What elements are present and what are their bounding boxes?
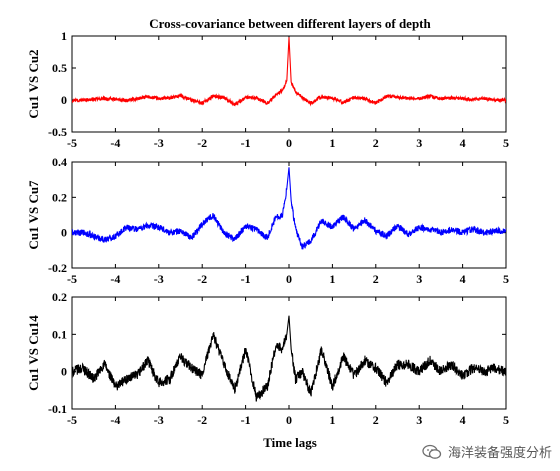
x-tick-label: -3	[154, 272, 164, 286]
x-axis-label: Time lags	[263, 435, 317, 450]
y-tick-label: -0.1	[48, 402, 67, 416]
x-tick-label: 4	[460, 272, 466, 286]
x-tick-label: -1	[241, 413, 251, 427]
series-line	[72, 37, 506, 107]
subplot-cu1-vs-cu7: -5 -4 -3 -2 -1 0 1 2 3 4 5 -0.2 0 0.2 0.4 Cu1 VS Cu7	[26, 155, 509, 286]
y-axis-label: Cu1 VS Cu7	[26, 180, 41, 250]
series-line	[72, 315, 506, 402]
x-tick-label: -2	[197, 136, 207, 150]
x-tick-label: 2	[373, 136, 379, 150]
x-tick-label: -4	[110, 272, 120, 286]
plot-area-frame	[71, 296, 507, 410]
x-tick-label: -4	[110, 136, 120, 150]
x-tick-label: -5	[67, 272, 77, 286]
x-tick-label: -2	[197, 413, 207, 427]
y-tick-label: 0.2	[52, 190, 67, 204]
wechat-icon	[422, 444, 442, 459]
x-tick-label: 4	[460, 136, 466, 150]
y-tick-label: 1	[61, 29, 67, 43]
x-tick-label: 2	[373, 272, 379, 286]
y-tick-label: 0.2	[52, 290, 67, 304]
x-tick-label: -3	[154, 136, 164, 150]
x-tick-label: 3	[416, 136, 422, 150]
y-axis-label: Cu1 VS Cu14	[26, 315, 41, 391]
watermark: 海洋装备强度分析	[422, 442, 552, 461]
x-tick-label: 5	[503, 413, 509, 427]
chart-title: Cross-covariance between different layer…	[149, 16, 431, 31]
x-tick-label: 5	[503, 136, 509, 150]
x-tick-label: -1	[241, 136, 251, 150]
x-tick-label: -2	[197, 272, 207, 286]
y-axis-label: Cu1 VS Cu2	[26, 49, 41, 118]
x-tick-label: 0	[286, 272, 292, 286]
x-tick-label: 3	[416, 413, 422, 427]
x-tick-label: 0	[286, 413, 292, 427]
x-tick-label: -1	[241, 272, 251, 286]
x-tick-label: 0	[286, 136, 292, 150]
subplot-cu1-vs-cu2: -5 -4 -3 -2 -1 0 1 2 3 4 5 -0.5 0 0.5 1 Cu1 VS Cu2	[26, 29, 509, 150]
x-tick-label: 1	[329, 272, 335, 286]
x-tick-label: 2	[373, 413, 379, 427]
x-tick-label: -4	[110, 413, 120, 427]
y-tick-label: 0.1	[52, 327, 67, 341]
plot-area-frame	[71, 161, 507, 269]
plot-area-frame	[71, 35, 507, 133]
x-tick-label: -3	[154, 413, 164, 427]
y-tick-label: -0.2	[48, 261, 67, 275]
x-tick-label: 1	[329, 413, 335, 427]
y-tick-label: 0	[61, 93, 67, 107]
y-tick-label: -0.5	[48, 125, 67, 139]
y-tick-label: 0	[61, 365, 67, 379]
y-tick-label: 0.5	[52, 61, 67, 75]
y-tick-label: 0	[61, 226, 67, 240]
x-tick-label: 5	[503, 272, 509, 286]
x-tick-label: 4	[460, 413, 466, 427]
watermark-text: 海洋装备强度分析	[447, 446, 552, 461]
x-tick-label: -5	[67, 136, 77, 150]
y-tick-label: 0.4	[52, 155, 67, 169]
x-tick-label: 3	[416, 272, 422, 286]
series-line	[72, 167, 506, 250]
x-tick-label: -5	[67, 413, 77, 427]
x-tick-label: 1	[329, 136, 335, 150]
subplot-cu1-vs-cu14: -5 -4 -3 -2 -1 0 1 2 3 4 5 -0.1 0 0.1 0.2 Cu1 VS Cu14	[26, 290, 509, 427]
